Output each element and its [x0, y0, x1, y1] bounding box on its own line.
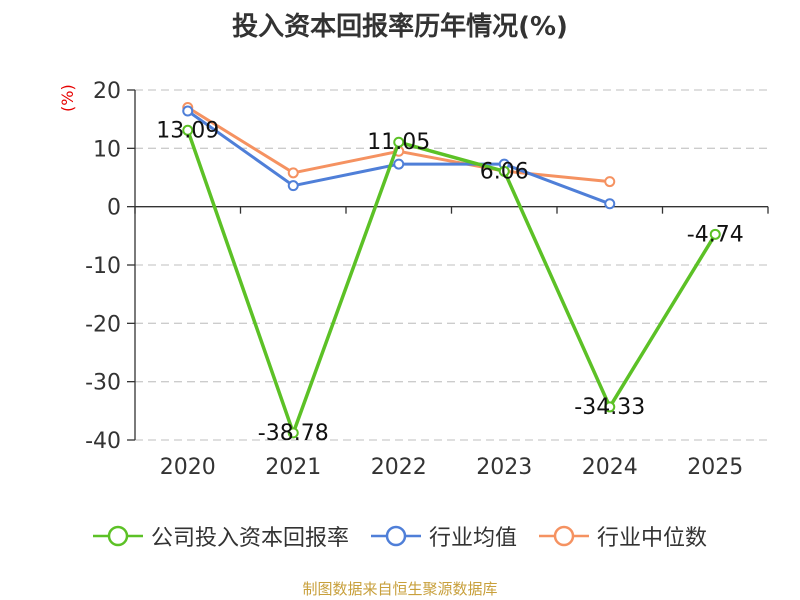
legend: 公司投入资本回报率 行业均值 行业中位数	[0, 520, 800, 552]
legend-marker-industry-median-icon	[539, 525, 589, 547]
line-chart: 20 10 0 -10 -20 -30 -40 2020 2021 2022 2023 2024 202…	[85, 79, 769, 480]
y-tick-label: -40	[85, 429, 121, 454]
x-tick-label: 2020	[160, 455, 216, 480]
x-tick-label: 2021	[265, 455, 321, 480]
legend-label-industry-median: 行业中位数	[597, 526, 708, 551]
x-tick-label: 2024	[582, 455, 638, 480]
data-point-0	[393, 136, 405, 148]
x-tick-label: 2025	[687, 455, 743, 480]
data-label: 6.06	[480, 159, 529, 184]
legend-item-industry-median[interactable]: 行业中位数	[539, 520, 707, 552]
data-point-0	[709, 228, 721, 240]
data-point-1	[393, 158, 405, 170]
data-point-0	[182, 124, 194, 136]
y-tick-label: -20	[85, 312, 121, 337]
data-point-1	[182, 105, 194, 117]
data-point-0	[287, 427, 299, 439]
data-label: 11.05	[367, 130, 430, 155]
legend-item-company[interactable]: 公司投入资本回报率	[92, 520, 349, 552]
series-line-0	[186, 129, 717, 435]
data-label: -34.33	[574, 395, 645, 420]
y-tick-label: 20	[93, 79, 121, 104]
data-point-0	[498, 165, 510, 177]
y-tick-label: -10	[85, 254, 121, 279]
legend-label-company: 公司投入资本回报率	[150, 526, 349, 551]
data-point-2	[604, 176, 616, 188]
y-tick-label: 0	[107, 196, 121, 221]
data-label: -4.74	[687, 222, 744, 247]
data-source-note: 制图数据来自恒生聚源数据库	[302, 580, 498, 598]
data-label: 13.09	[156, 118, 219, 143]
y-tick-label: -30	[85, 371, 121, 396]
legend-marker-industry-avg-icon	[370, 525, 421, 547]
data-point-1	[604, 198, 616, 210]
data-point-2	[287, 167, 299, 179]
data-point-0	[604, 401, 616, 413]
data-label: -38.78	[258, 421, 329, 446]
legend-item-industry-avg[interactable]: 行业均值	[370, 520, 517, 552]
chart-title: 投入资本回报率历年情况(%)	[232, 12, 568, 42]
x-tick-label: 2023	[476, 455, 532, 480]
series-line-1	[186, 109, 611, 206]
y-tick-label: 10	[93, 137, 121, 162]
legend-marker-company-icon	[92, 525, 143, 547]
legend-label-industry-avg: 行业均值	[428, 526, 517, 551]
x-tick-label: 2022	[371, 455, 427, 480]
data-point-1	[287, 180, 299, 192]
